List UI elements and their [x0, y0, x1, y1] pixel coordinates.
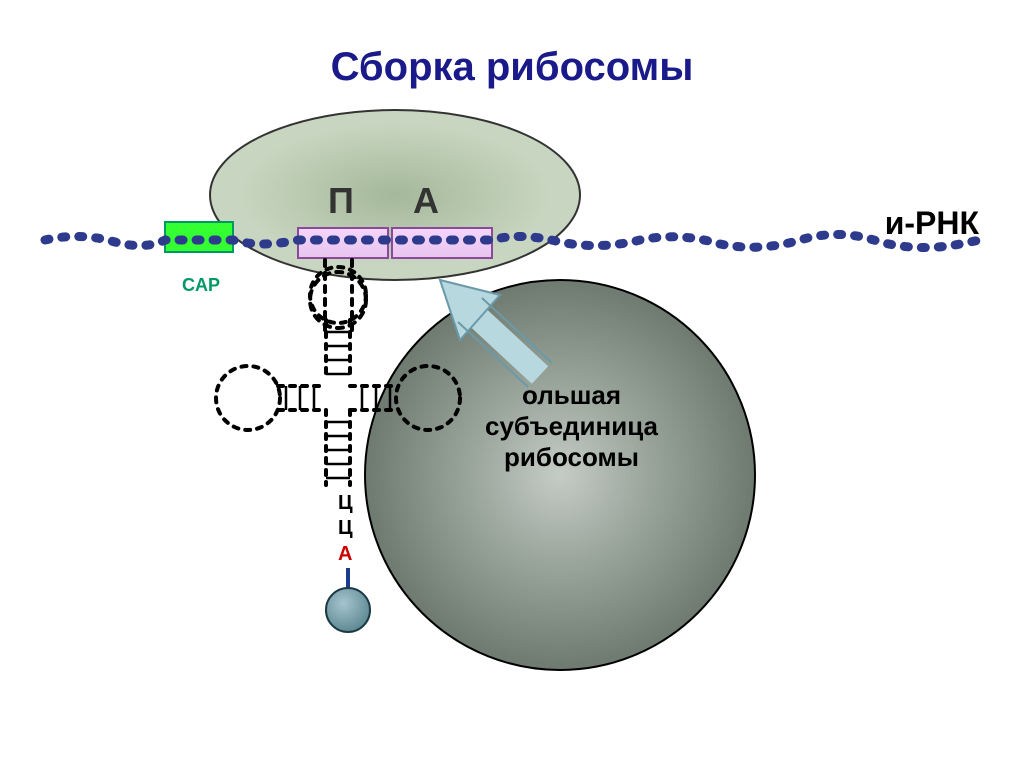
a-site-label: А — [413, 180, 439, 222]
page-title: Сборка рибосомы — [0, 45, 1024, 90]
amino-acid — [326, 588, 370, 632]
trna-base-c1: Ц — [338, 492, 353, 515]
a-site-box — [392, 228, 492, 258]
large-subunit-label: ольшая субъединица рибосомы — [485, 380, 658, 474]
trna-base-c2: Ц — [338, 517, 353, 540]
large-subunit — [365, 280, 755, 670]
p-site-label: П — [328, 180, 354, 222]
mrna-label: и-РНК — [885, 205, 979, 242]
cap-label: CAP — [182, 275, 220, 296]
trna-base-a: А — [338, 543, 352, 566]
